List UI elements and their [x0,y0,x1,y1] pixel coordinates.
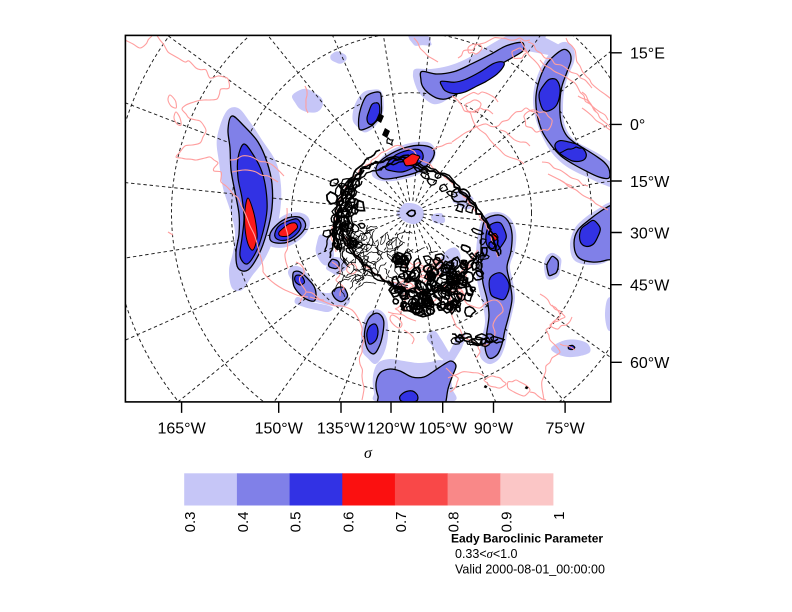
svg-text:0.6: 0.6 [340,512,357,533]
svg-text:165°W: 165°W [157,421,206,438]
svg-text:60°W: 60°W [630,355,670,372]
svg-text:0.4: 0.4 [235,512,252,533]
svg-text:0°: 0° [630,117,645,134]
svg-text:0.3: 0.3 [182,512,199,533]
svg-text:45°W: 45°W [630,278,670,295]
svg-text:Eady Baroclinic Parameter: Eady Baroclinic Parameter [451,532,603,546]
svg-text:σ: σ [364,445,373,462]
svg-text:105°W: 105°W [419,421,468,438]
svg-text:150°W: 150°W [255,421,304,438]
svg-text:Valid 2000-08-01_00:00:00: Valid 2000-08-01_00:00:00 [455,563,605,577]
svg-text:30°W: 30°W [630,225,670,242]
svg-text:120°W: 120°W [367,421,416,438]
svg-text:15°E: 15°E [630,46,665,63]
svg-text:0.8: 0.8 [446,512,463,533]
svg-text:1: 1 [551,512,568,520]
svg-text:0.9: 0.9 [498,512,515,533]
svg-text:0.5: 0.5 [288,512,305,533]
svg-text:0.7: 0.7 [393,512,410,533]
svg-text:90°W: 90°W [474,421,514,438]
svg-text:75°W: 75°W [545,421,585,438]
svg-text:15°W: 15°W [630,174,670,191]
svg-text:135°W: 135°W [317,421,366,438]
svg-text:0.33<σ<1.0: 0.33<σ<1.0 [455,547,518,561]
